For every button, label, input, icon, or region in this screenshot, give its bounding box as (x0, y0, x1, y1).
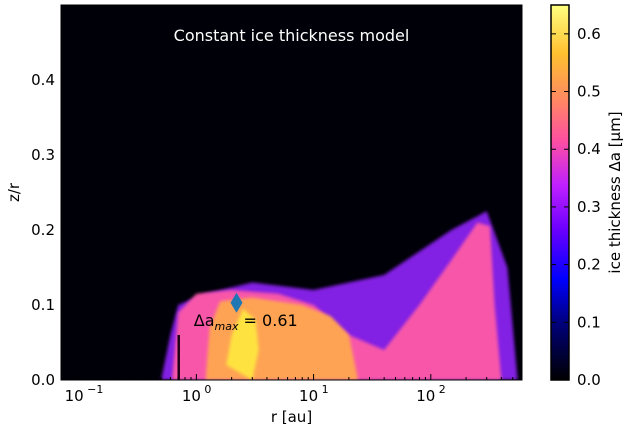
x-tick-exponent: 0 (204, 383, 211, 396)
y-axis-label: z/r (5, 182, 23, 202)
colorbar-tick-label: 0.6 (577, 25, 601, 43)
colorbar-tick-label: 0.3 (577, 198, 601, 216)
colorbar-tick-label: 0.1 (577, 313, 601, 331)
x-tick-label: 10 (299, 387, 318, 405)
x-axis-label: r [au] (271, 408, 312, 426)
y-tick-label: 0.3 (31, 146, 55, 164)
colorbar: 0.0 0.1 0.2 0.3 0.4 0.5 0.6 ice thickness Δa [… (551, 5, 624, 389)
x-tick-label: 10 (182, 387, 201, 405)
x-tick-exponent: −1 (87, 383, 103, 396)
colorbar-label: ice thickness Δa [μm] (606, 111, 624, 273)
colorbar-tick-label: 0.4 (577, 140, 601, 158)
colorbar-tick-label: 0.0 (577, 371, 601, 389)
max-label: Δamax = 0.61 (194, 311, 298, 333)
y-tick-label: 0.2 (31, 221, 55, 239)
x-tick-exponent: 2 (439, 383, 446, 396)
region-dark-column (177, 335, 180, 380)
colorbar-tick-label: 0.2 (577, 256, 601, 274)
y-tick-label: 0.4 (31, 71, 55, 89)
y-tick-label: 0.0 (31, 371, 55, 389)
x-tick-label: 10 (416, 387, 435, 405)
colorbar-gradient (551, 5, 569, 380)
x-tick-exponent: 1 (322, 383, 329, 396)
x-tick-label: 10 (65, 387, 84, 405)
chart-title: Constant ice thickness model (174, 26, 410, 45)
colorbar-tick-label: 0.5 (577, 83, 601, 101)
y-tick-label: 0.1 (31, 296, 55, 314)
